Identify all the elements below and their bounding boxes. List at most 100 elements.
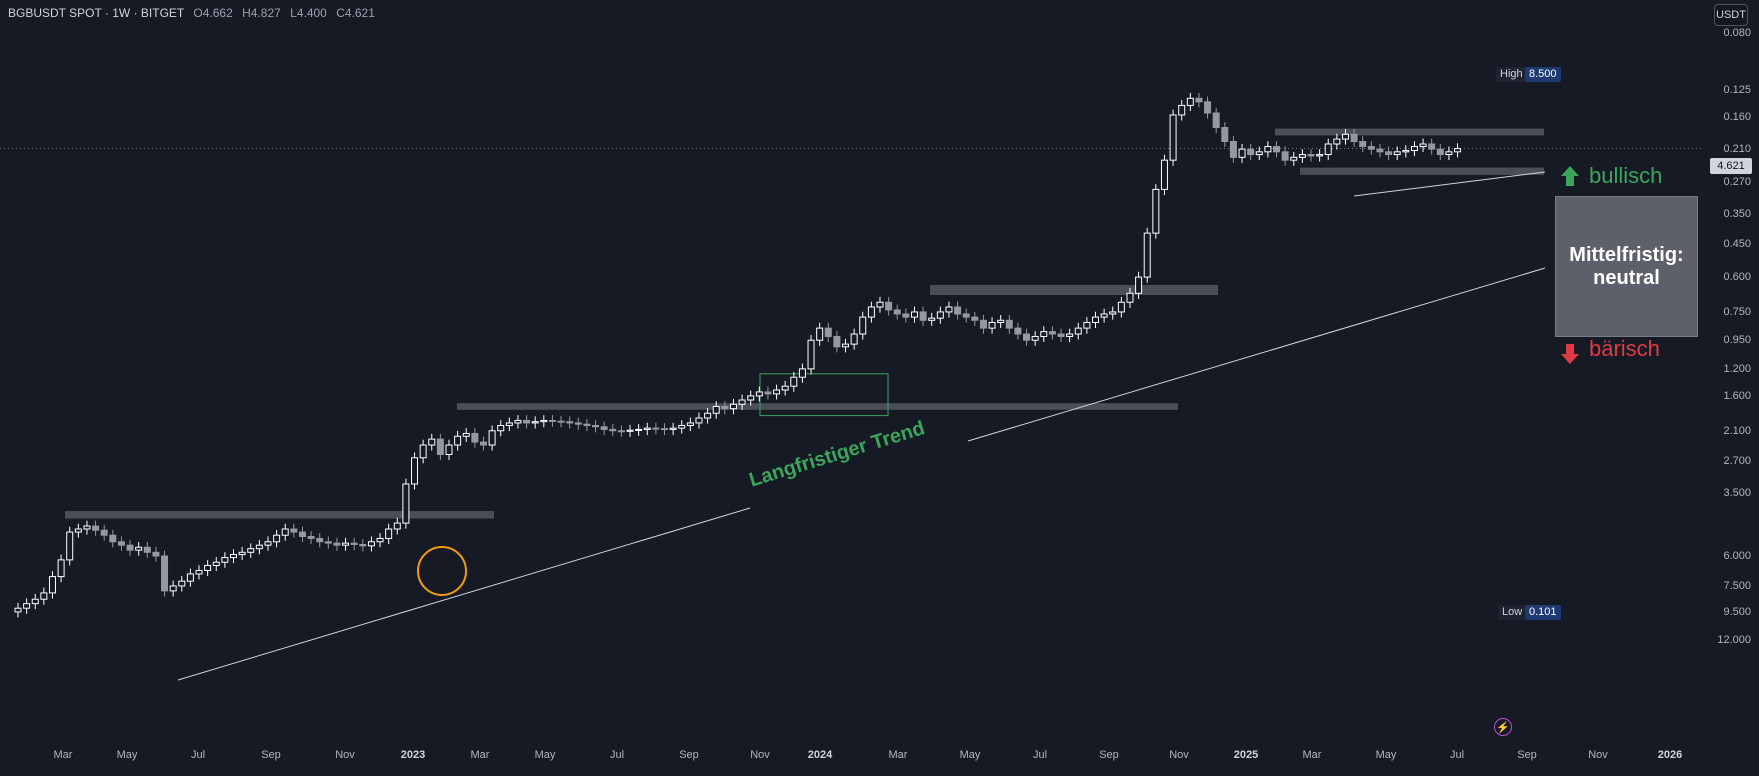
candle-body[interactable]: [1229, 141, 1237, 158]
candle-body[interactable]: [859, 316, 867, 335]
candle-body[interactable]: [945, 306, 953, 313]
candle-body[interactable]: [919, 311, 927, 321]
candle-body[interactable]: [1367, 146, 1375, 150]
candle-body[interactable]: [1333, 138, 1341, 145]
candle-body[interactable]: [729, 403, 737, 410]
candle-body[interactable]: [1126, 292, 1134, 303]
price-zone[interactable]: [457, 403, 1178, 410]
candle-body[interactable]: [755, 391, 763, 397]
candle-body[interactable]: [600, 426, 608, 430]
candle-body[interactable]: [221, 557, 229, 563]
candle-body[interactable]: [1410, 146, 1418, 151]
candle-body[interactable]: [1160, 159, 1168, 190]
candle-body[interactable]: [23, 603, 31, 609]
candle-body[interactable]: [281, 528, 289, 536]
candle-body[interactable]: [583, 423, 591, 426]
candle-body[interactable]: [350, 542, 358, 545]
candle-body[interactable]: [626, 429, 634, 432]
candle-body[interactable]: [678, 424, 686, 429]
candle-body[interactable]: [359, 543, 367, 547]
candle-body[interactable]: [557, 420, 565, 423]
candle-body[interactable]: [333, 542, 341, 546]
candle-body[interactable]: [773, 389, 781, 395]
candle-body[interactable]: [298, 531, 306, 537]
candle-body[interactable]: [479, 441, 487, 446]
candle-body[interactable]: [738, 399, 746, 405]
candle-body[interactable]: [290, 528, 298, 533]
candle-body[interactable]: [1350, 133, 1358, 143]
candle-body[interactable]: [893, 309, 901, 315]
candle-body[interactable]: [14, 607, 22, 613]
candle-body[interactable]: [83, 525, 91, 530]
candle-body[interactable]: [962, 313, 970, 318]
candle-body[interactable]: [885, 301, 893, 311]
candle-body[interactable]: [1238, 148, 1246, 158]
candle-body[interactable]: [488, 430, 496, 446]
candle-body[interactable]: [143, 546, 151, 553]
candle-body[interactable]: [902, 313, 910, 318]
candle-body[interactable]: [393, 522, 401, 530]
candle-body[interactable]: [1178, 104, 1186, 116]
candle-body[interactable]: [1221, 127, 1229, 143]
candle-body[interactable]: [1186, 97, 1194, 106]
candle-body[interactable]: [497, 424, 505, 432]
candle-body[interactable]: [230, 554, 237, 559]
candle-body[interactable]: [876, 301, 884, 308]
candle-body[interactable]: [161, 555, 169, 592]
candle-body[interactable]: [609, 428, 617, 432]
candle-body[interactable]: [324, 541, 332, 544]
candle-body[interactable]: [833, 335, 841, 348]
candle-body[interactable]: [574, 422, 582, 425]
candle-body[interactable]: [661, 428, 668, 431]
candle-body[interactable]: [462, 432, 470, 437]
candle-body[interactable]: [48, 576, 56, 594]
candle-body[interactable]: [1074, 327, 1082, 335]
price-zone[interactable]: [930, 284, 1218, 296]
candle-body[interactable]: [1195, 97, 1203, 103]
candle-body[interactable]: [454, 435, 462, 446]
candle-body[interactable]: [1385, 151, 1393, 156]
short-term-trendline[interactable]: [1353, 171, 1546, 197]
candle-body[interactable]: [152, 551, 160, 557]
candle-body[interactable]: [385, 528, 393, 539]
symbol-header[interactable]: BGBUSDT SPOT · 1W · BITGET O4.662 H4.827…: [8, 6, 375, 20]
candle-body[interactable]: [669, 427, 677, 430]
candle-body[interactable]: [747, 395, 755, 401]
candle-body[interactable]: [505, 422, 513, 426]
candle-body[interactable]: [316, 537, 324, 543]
candle-body[interactable]: [1445, 151, 1453, 156]
candle-body[interactable]: [1031, 335, 1039, 341]
long-term-trendline[interactable]: [177, 507, 751, 681]
candle-body[interactable]: [548, 419, 556, 422]
candle-body[interactable]: [1005, 319, 1013, 329]
candle-body[interactable]: [178, 580, 186, 587]
candle-body[interactable]: [367, 541, 375, 547]
candle-body[interactable]: [31, 598, 39, 605]
candle-body[interactable]: [471, 432, 479, 443]
candle-body[interactable]: [109, 534, 117, 543]
candle-body[interactable]: [1402, 149, 1410, 153]
candle-body[interactable]: [936, 311, 944, 319]
candle-body[interactable]: [824, 327, 832, 337]
candle-body[interactable]: [1100, 313, 1108, 318]
candle-body[interactable]: [1135, 276, 1143, 294]
price-zone[interactable]: [1300, 167, 1544, 175]
candle-body[interactable]: [212, 561, 220, 566]
candle-body[interactable]: [376, 537, 384, 543]
candle-body[interactable]: [712, 405, 720, 414]
candle-body[interactable]: [100, 529, 108, 536]
candle-body[interactable]: [1436, 148, 1444, 156]
candle-body[interactable]: [850, 333, 858, 345]
candle-body[interactable]: [238, 551, 246, 556]
candle-body[interactable]: [617, 430, 625, 433]
candle-body[interactable]: [264, 541, 272, 546]
candle-body[interactable]: [867, 306, 875, 318]
candle-body[interactable]: [1324, 143, 1332, 156]
candle-body[interactable]: [1152, 188, 1160, 234]
candle-body[interactable]: [1143, 232, 1151, 278]
candle-body[interactable]: [1048, 331, 1056, 335]
candle-body[interactable]: [117, 541, 125, 546]
candle-body[interactable]: [195, 569, 203, 575]
candle-body[interactable]: [135, 546, 143, 551]
candle-body[interactable]: [721, 405, 729, 410]
